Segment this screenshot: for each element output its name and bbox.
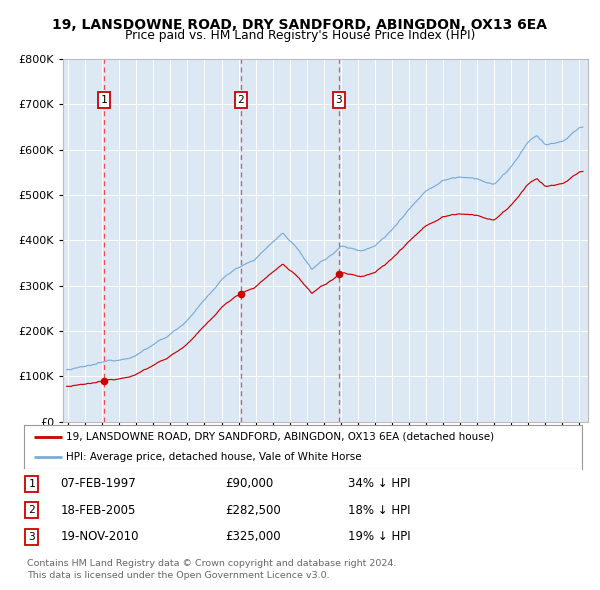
Text: 19, LANSDOWNE ROAD, DRY SANDFORD, ABINGDON, OX13 6EA (detached house): 19, LANSDOWNE ROAD, DRY SANDFORD, ABINGD…	[66, 432, 494, 442]
Text: £282,500: £282,500	[225, 504, 281, 517]
Text: 34% ↓ HPI: 34% ↓ HPI	[347, 477, 410, 490]
Text: Price paid vs. HM Land Registry's House Price Index (HPI): Price paid vs. HM Land Registry's House …	[125, 29, 475, 42]
Text: 3: 3	[335, 95, 343, 105]
Text: 07-FEB-1997: 07-FEB-1997	[60, 477, 136, 490]
Text: 19-NOV-2010: 19-NOV-2010	[60, 530, 139, 543]
Text: 3: 3	[28, 532, 35, 542]
Text: 18-FEB-2005: 18-FEB-2005	[60, 504, 136, 517]
Text: Contains HM Land Registry data © Crown copyright and database right 2024.: Contains HM Land Registry data © Crown c…	[27, 559, 397, 568]
Text: HPI: Average price, detached house, Vale of White Horse: HPI: Average price, detached house, Vale…	[66, 452, 361, 462]
Text: 19, LANSDOWNE ROAD, DRY SANDFORD, ABINGDON, OX13 6EA: 19, LANSDOWNE ROAD, DRY SANDFORD, ABINGD…	[53, 18, 548, 32]
Text: £325,000: £325,000	[225, 530, 281, 543]
Text: 1: 1	[28, 479, 35, 489]
Text: 2: 2	[28, 506, 35, 515]
Text: 19% ↓ HPI: 19% ↓ HPI	[347, 530, 410, 543]
Text: This data is licensed under the Open Government Licence v3.0.: This data is licensed under the Open Gov…	[27, 571, 329, 580]
Text: 18% ↓ HPI: 18% ↓ HPI	[347, 504, 410, 517]
Text: 2: 2	[238, 95, 244, 105]
Text: £90,000: £90,000	[225, 477, 273, 490]
Text: 1: 1	[101, 95, 107, 105]
